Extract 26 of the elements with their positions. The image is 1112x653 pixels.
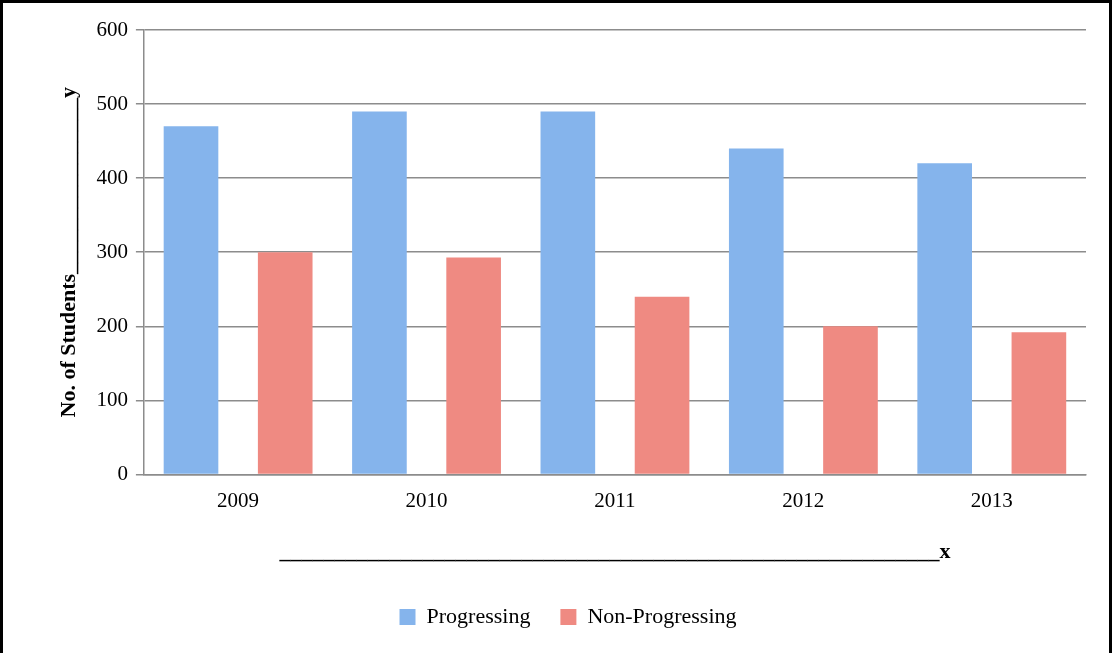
bar — [257, 252, 313, 474]
y-tick-label: 400 — [96, 164, 128, 189]
x-tick-label: 2010 — [405, 487, 448, 512]
bar — [446, 257, 501, 474]
x-tick-label: 2012 — [782, 487, 825, 512]
bar — [163, 126, 219, 474]
y-tick-label: 200 — [96, 312, 128, 337]
x-tick-label: 2011 — [594, 487, 636, 512]
bar — [352, 111, 407, 474]
legend-label: Progressing — [426, 602, 531, 628]
legend-label: Non-Progressing — [587, 602, 737, 628]
y-tick-label: 500 — [96, 90, 128, 115]
x-axis-title: ____________________________________________________________x — [278, 538, 951, 564]
x-tick-label: 2013 — [970, 487, 1013, 512]
bar — [728, 148, 784, 474]
y-tick-label: 100 — [96, 386, 128, 411]
bar — [823, 326, 878, 474]
y-tick-label: 0 — [117, 460, 128, 485]
bar — [1011, 332, 1067, 474]
y-tick-label: 300 — [96, 238, 128, 263]
bar — [540, 111, 596, 474]
x-tick-label: 2009 — [217, 487, 260, 512]
y-axis-title: No. of Students________________y — [54, 86, 80, 418]
bar — [634, 296, 690, 474]
bar — [917, 163, 973, 474]
y-tick-label: 600 — [96, 16, 128, 41]
